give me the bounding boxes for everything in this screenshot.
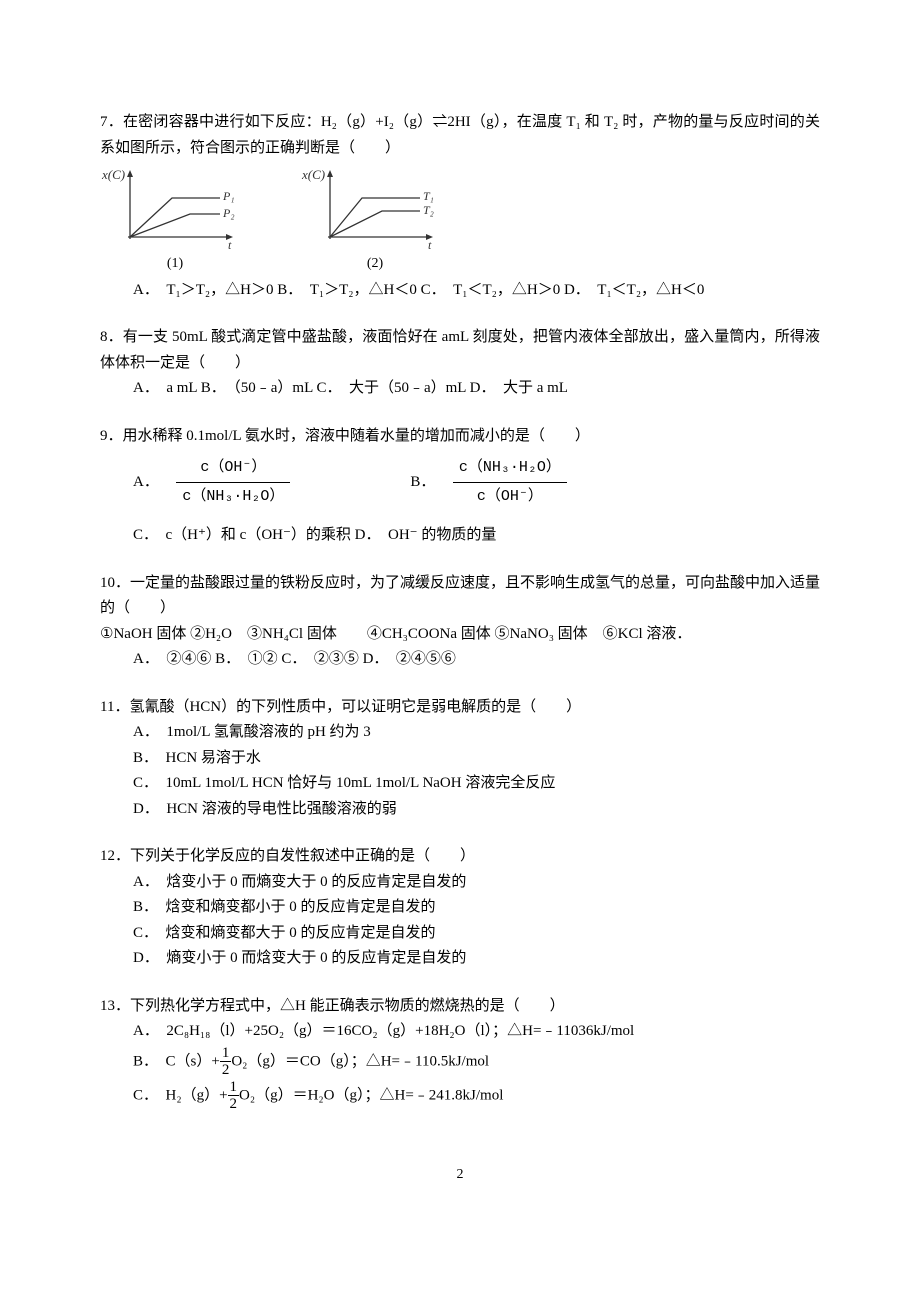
q13-c-den: 2 <box>228 1096 240 1113</box>
question-9-formulas: A． c（OH⁻） c（NH₃·H₂O） B． c（NH₃·H₂O） c（OH⁻… <box>100 455 820 509</box>
svg-text:T₂: T₂ <box>423 203 434 217</box>
question-13-option-b: B． C（s）+12O₂（g）＝CO（g）；△H=﹣110.5kJ/mol <box>100 1045 820 1079</box>
diagram-1: x(C) P₁ P₂ t (1) <box>100 167 250 276</box>
q13-b-post: O₂（g）＝CO（g）；△H=﹣110.5kJ/mol <box>231 1053 489 1069</box>
q13-b-pre: B． C（s）+ <box>133 1053 220 1069</box>
question-11-option-d: D． HCN 溶液的导电性比强酸溶液的弱 <box>100 797 820 823</box>
question-11: 11．氢氰酸（HCN）的下列性质中，可以证明它是弱电解质的是（ ） A． 1mo… <box>100 695 820 823</box>
question-13: 13．下列热化学方程式中，△H 能正确表示物质的燃烧热的是（ ） A． 2C₈H… <box>100 994 820 1113</box>
question-12-text: 12．下列关于化学反应的自发性叙述中正确的是（ ） <box>100 844 820 870</box>
question-11-text: 11．氢氰酸（HCN）的下列性质中，可以证明它是弱电解质的是（ ） <box>100 695 820 721</box>
question-8-text: 8．有一支 50mL 酸式滴定管中盛盐酸，液面恰好在 amL 刻度处，把管内液体… <box>100 325 820 376</box>
question-13-option-c: C． H₂（g）+12O₂（g）＝H₂O（g）；△H=﹣241.8kJ/mol <box>100 1079 820 1113</box>
question-10-text: 10．一定量的盐酸跟过量的铁粉反应时，为了减缓反应速度，且不影响生成氢气的总量，… <box>100 571 820 622</box>
question-9-options-cd: C． c（H⁺）和 c（OH⁻）的乘积 D． OH⁻ 的物质的量 <box>100 523 820 549</box>
svg-text:P₁: P₁ <box>222 189 235 203</box>
q13-c-pre: C． H₂（g）+ <box>133 1087 228 1103</box>
question-8: 8．有一支 50mL 酸式滴定管中盛盐酸，液面恰好在 amL 刻度处，把管内液体… <box>100 325 820 402</box>
option-a-label: A． <box>133 470 159 496</box>
question-13-text: 13．下列热化学方程式中，△H 能正确表示物质的燃烧热的是（ ） <box>100 994 820 1020</box>
svg-text:t: t <box>228 238 232 252</box>
option-b-fraction: c（NH₃·H₂O） c（OH⁻） <box>453 455 567 509</box>
question-13-option-a: A． 2C₈H₁₈（l）+25O₂（g）＝16CO₂（g）+18H₂O（l）；△… <box>100 1019 820 1045</box>
q13-c-fraction: 12 <box>228 1079 240 1113</box>
option-b-label: B． <box>410 470 435 496</box>
svg-text:t: t <box>428 238 432 252</box>
diagram-2: x(C) T₁ T₂ t (2) <box>300 167 450 276</box>
question-9: 9．用水稀释 0.1mol/L 氨水时，溶液中随着水量的增加而减小的是（ ） A… <box>100 424 820 549</box>
q13-c-post: O₂（g）＝H₂O（g）；△H=﹣241.8kJ/mol <box>239 1087 503 1103</box>
question-10-substances: ①NaOH 固体 ②H₂O ③NH₄Cl 固体 ④CH₃COONa 固体 ⑤Na… <box>100 622 820 648</box>
option-a-denominator: c（NH₃·H₂O） <box>176 483 290 510</box>
question-7-diagrams: x(C) P₁ P₂ t (1) x(C) T₁ <box>100 167 820 276</box>
svg-text:P₂: P₂ <box>222 206 235 220</box>
question-7-options: A． T₁＞T₂，△H＞0 B． T₁＞T₂，△H＜0 C． T₁＜T₂，△H＞… <box>100 278 820 304</box>
question-7: 7．在密闭容器中进行如下反应：H₂（g）+I₂（g）⇌2HI（g），在温度 T₁… <box>100 110 820 303</box>
svg-text:T₁: T₁ <box>423 189 434 203</box>
question-11-option-a: A． 1mol/L 氢氰酸溶液的 pH 约为 3 <box>100 720 820 746</box>
option-b-numerator: c（NH₃·H₂O） <box>453 455 567 483</box>
question-12-option-c: C． 焓变和熵变都大于 0 的反应肯定是自发的 <box>100 921 820 947</box>
question-10-options: A． ②④⑥ B． ①② C． ②③⑤ D． ②④⑤⑥ <box>100 647 820 673</box>
q13-b-num: 1 <box>220 1045 232 1063</box>
question-8-options: A． a mL B． （50﹣a）mL C． 大于（50﹣a）mL D． 大于 … <box>100 376 820 402</box>
q13-b-fraction: 12 <box>220 1045 232 1079</box>
option-a-fraction: c（OH⁻） c（NH₃·H₂O） <box>176 455 290 509</box>
q13-c-num: 1 <box>228 1079 240 1097</box>
option-b-denominator: c（OH⁻） <box>453 483 567 510</box>
question-11-option-b: B． HCN 易溶于水 <box>100 746 820 772</box>
svg-text:x(C): x(C) <box>101 167 125 182</box>
question-7-text: 7．在密闭容器中进行如下反应：H₂（g）+I₂（g）⇌2HI（g），在温度 T₁… <box>100 110 820 161</box>
diagram-2-caption: (2) <box>300 252 450 276</box>
question-11-option-c: C． 10mL 1mol/L HCN 恰好与 10mL 1mol/L NaOH … <box>100 771 820 797</box>
question-10: 10．一定量的盐酸跟过量的铁粉反应时，为了减缓反应速度，且不影响生成氢气的总量，… <box>100 571 820 673</box>
question-12-option-a: A． 焓变小于 0 而熵变大于 0 的反应肯定是自发的 <box>100 870 820 896</box>
question-12: 12．下列关于化学反应的自发性叙述中正确的是（ ） A． 焓变小于 0 而熵变大… <box>100 844 820 972</box>
option-a-numerator: c（OH⁻） <box>176 455 290 483</box>
page-number: 2 <box>100 1163 820 1187</box>
question-12-option-d: D． 熵变小于 0 而焓变大于 0 的反应肯定是自发的 <box>100 946 820 972</box>
question-9-text: 9．用水稀释 0.1mol/L 氨水时，溶液中随着水量的增加而减小的是（ ） <box>100 424 820 450</box>
q13-b-den: 2 <box>220 1062 232 1079</box>
question-9-option-b: B． c（NH₃·H₂O） c（OH⁻） <box>410 455 567 509</box>
question-9-option-a: A． c（OH⁻） c（NH₃·H₂O） <box>133 455 290 509</box>
question-12-option-b: B． 焓变和熵变都小于 0 的反应肯定是自发的 <box>100 895 820 921</box>
diagram-1-caption: (1) <box>100 252 250 276</box>
svg-text:x(C): x(C) <box>301 167 325 182</box>
